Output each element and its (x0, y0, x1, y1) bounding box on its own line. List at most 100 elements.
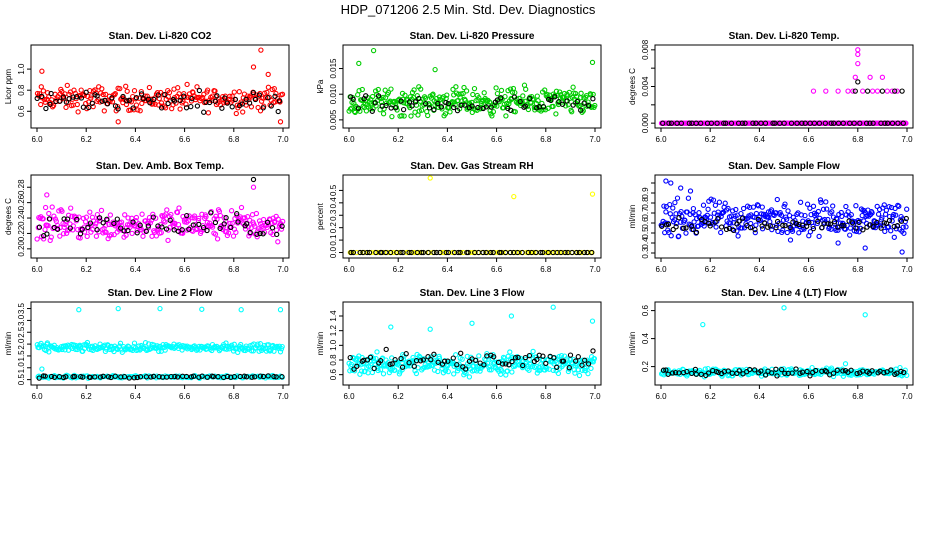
data-point (179, 227, 185, 233)
x-tick-label: 6.2 (81, 392, 93, 401)
panel-8: Stan. Dev. Line 3 Flow 6.0 6.2 6.4 6.6 6.8 7.0… (316, 288, 602, 401)
data-point (879, 88, 886, 94)
data-point (684, 368, 690, 375)
data-point (133, 218, 139, 224)
data-point (847, 232, 853, 238)
data-point (545, 249, 551, 256)
data-point (488, 367, 494, 373)
data-point (362, 101, 368, 107)
x-tick-label: 6.6 (491, 265, 503, 274)
panel-1: Stan. Dev. Li-820 CO2 6.0 6.2 6.4 6.6 6.8 7.0 0… (4, 31, 290, 144)
data-point (224, 100, 230, 106)
data-point (183, 373, 190, 380)
data-point (48, 373, 55, 380)
data-point (130, 219, 136, 225)
data-point (373, 103, 379, 109)
data-point (64, 82, 70, 89)
y-tick-label: 0.0 (329, 246, 338, 258)
data-point (881, 220, 887, 226)
data-point (457, 249, 463, 256)
data-point (269, 225, 276, 231)
data-point (57, 233, 63, 239)
data-point (883, 220, 890, 227)
data-point (70, 94, 76, 100)
data-point (725, 205, 731, 212)
data-point (258, 47, 264, 53)
y-axis-label: percent (316, 202, 325, 229)
x-tick-label: 6.4 (754, 392, 766, 401)
data-point (774, 373, 780, 379)
data-point (278, 226, 285, 232)
data-point (898, 368, 904, 375)
data-point (350, 249, 357, 256)
data-point (904, 206, 910, 212)
data-point (879, 74, 886, 80)
data-point (34, 236, 40, 242)
x-tick-label: 7.0 (901, 135, 913, 144)
data-point (212, 98, 218, 104)
data-point (229, 342, 235, 348)
data-point (831, 120, 837, 126)
data-point (718, 224, 725, 230)
data-point (725, 368, 731, 374)
panel-3: Stan. Dev. Li-820 Temp. 6.0 6.2 6.4 6.6 6.8 7.… (628, 31, 914, 144)
data-point (189, 95, 195, 102)
data-point (347, 368, 353, 374)
data-point (93, 233, 100, 239)
data-point (372, 100, 378, 106)
data-point (44, 340, 51, 346)
data-point (788, 120, 795, 126)
data-point (471, 85, 478, 92)
data-point (747, 366, 753, 373)
data-point (679, 213, 685, 219)
data-point (277, 349, 284, 355)
data-point (519, 249, 525, 256)
data-point (762, 120, 769, 126)
data-point (63, 99, 70, 105)
data-point (83, 89, 89, 95)
data-point (889, 120, 896, 126)
data-point (886, 204, 892, 210)
y-tick-label: 0.28 (17, 179, 26, 195)
x-tick-label: 6.4 (754, 135, 766, 144)
data-point (260, 105, 266, 111)
panel-title: Stan. Dev. Line 2 Flow (108, 288, 213, 299)
y-tick-label: 1.2 (329, 325, 338, 337)
data-point (239, 101, 245, 107)
panel-title: Stan. Dev. Line 4 (LT) Flow (721, 288, 847, 299)
data-point (431, 351, 437, 357)
data-point (735, 233, 741, 239)
points-group (658, 178, 910, 255)
data-point (750, 120, 756, 126)
data-point (857, 120, 863, 126)
data-point (755, 216, 761, 223)
data-point (727, 220, 734, 226)
data-point (860, 88, 866, 94)
data-point (845, 88, 851, 94)
data-point (550, 367, 556, 374)
data-point (383, 346, 389, 353)
data-point (358, 368, 365, 374)
data-point (540, 249, 546, 256)
data-point (862, 312, 868, 318)
data-point (274, 231, 280, 238)
y-tick-label: 1.0 (329, 339, 338, 351)
data-point (425, 354, 431, 360)
data-point (457, 94, 463, 100)
data-point (493, 85, 499, 91)
data-point (426, 105, 433, 111)
data-point (525, 106, 532, 113)
data-point (183, 101, 189, 107)
data-point (408, 113, 414, 119)
data-point (700, 321, 706, 328)
data-point (134, 374, 140, 381)
data-point (205, 110, 212, 116)
data-point (454, 362, 460, 368)
data-point (271, 373, 277, 380)
data-point (59, 208, 65, 214)
data-point (223, 215, 229, 221)
data-point (140, 233, 146, 239)
y-tick-label: 0.6 (641, 304, 650, 316)
data-point (816, 233, 822, 240)
data-point (740, 215, 746, 221)
